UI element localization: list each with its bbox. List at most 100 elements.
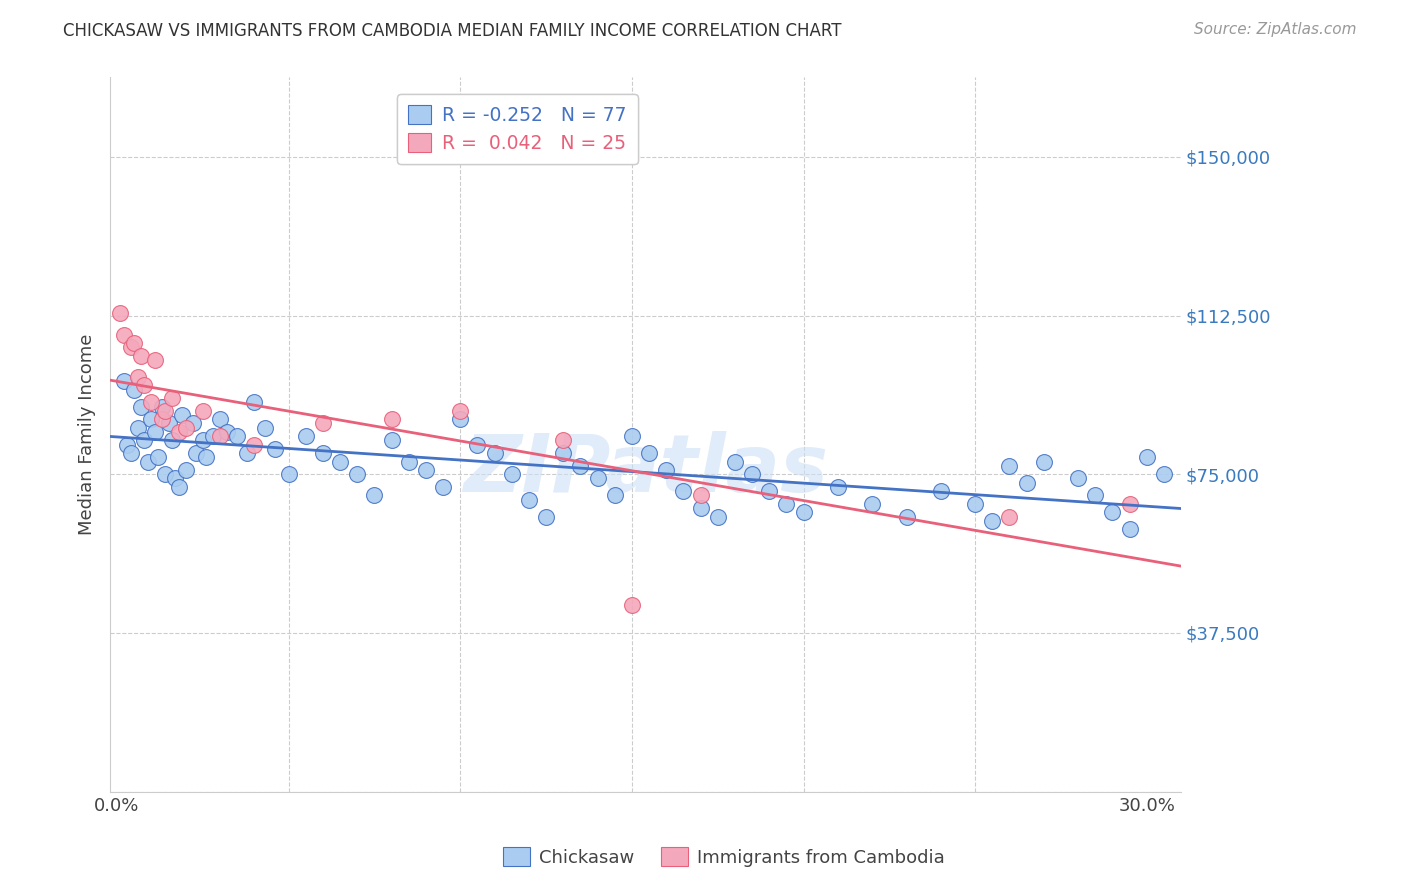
Point <box>226 429 249 443</box>
Point <box>191 434 214 448</box>
Point <box>929 484 952 499</box>
Point <box>741 467 763 482</box>
Point <box>160 391 183 405</box>
Point <box>1118 522 1140 536</box>
Point <box>1015 475 1038 490</box>
Point <box>184 446 207 460</box>
Point <box>208 412 231 426</box>
Point <box>517 492 540 507</box>
Point <box>172 408 194 422</box>
Point <box>117 437 139 451</box>
Point <box>467 437 489 451</box>
Y-axis label: Median Family Income: Median Family Income <box>79 334 96 535</box>
Point <box>1101 505 1123 519</box>
Point <box>215 425 238 439</box>
Point <box>775 497 797 511</box>
Point <box>398 454 420 468</box>
Point <box>724 454 747 468</box>
Point <box>998 509 1021 524</box>
Point <box>689 488 711 502</box>
Point <box>174 420 197 434</box>
Point <box>603 488 626 502</box>
Point <box>195 450 218 465</box>
Point <box>1032 454 1054 468</box>
Point <box>638 446 661 460</box>
Point <box>181 417 204 431</box>
Point <box>112 327 135 342</box>
Point <box>191 403 214 417</box>
Point <box>127 370 149 384</box>
Point <box>208 429 231 443</box>
Point <box>148 450 170 465</box>
Legend: Chickasaw, Immigrants from Cambodia: Chickasaw, Immigrants from Cambodia <box>496 840 952 874</box>
Point <box>295 429 318 443</box>
Point <box>346 467 368 482</box>
Point <box>122 383 145 397</box>
Point <box>236 446 259 460</box>
Point <box>484 446 506 460</box>
Point <box>253 420 276 434</box>
Point <box>120 340 142 354</box>
Point <box>620 599 643 613</box>
Point <box>896 509 918 524</box>
Point <box>501 467 523 482</box>
Point <box>1084 488 1107 502</box>
Point <box>860 497 883 511</box>
Point <box>150 412 173 426</box>
Point <box>415 463 437 477</box>
Point <box>112 374 135 388</box>
Point <box>160 434 183 448</box>
Point <box>167 425 190 439</box>
Point <box>449 412 471 426</box>
Point <box>1067 471 1090 485</box>
Point <box>534 509 557 524</box>
Point <box>312 446 335 460</box>
Point <box>689 501 711 516</box>
Point <box>110 306 132 320</box>
Point <box>129 400 152 414</box>
Point <box>998 458 1021 473</box>
Point <box>706 509 728 524</box>
Point <box>672 484 695 499</box>
Point <box>758 484 780 499</box>
Text: CHICKASAW VS IMMIGRANTS FROM CAMBODIA MEDIAN FAMILY INCOME CORRELATION CHART: CHICKASAW VS IMMIGRANTS FROM CAMBODIA ME… <box>63 22 842 40</box>
Point <box>129 349 152 363</box>
Point <box>143 353 166 368</box>
Point <box>655 463 678 477</box>
Point <box>243 395 266 409</box>
Point <box>141 395 163 409</box>
Text: Source: ZipAtlas.com: Source: ZipAtlas.com <box>1194 22 1357 37</box>
Point <box>167 480 190 494</box>
Point <box>122 336 145 351</box>
Point <box>120 446 142 460</box>
Point <box>157 417 180 431</box>
Point <box>143 425 166 439</box>
Point <box>793 505 815 519</box>
Point <box>553 434 575 448</box>
Point <box>134 434 156 448</box>
Point <box>243 437 266 451</box>
Point <box>165 471 187 485</box>
Point <box>134 378 156 392</box>
Point <box>1136 450 1159 465</box>
Point <box>827 480 849 494</box>
Point <box>202 429 225 443</box>
Point <box>127 420 149 434</box>
Point <box>136 454 159 468</box>
Point <box>432 480 454 494</box>
Point <box>1118 497 1140 511</box>
Text: ZIPatlas: ZIPatlas <box>463 432 828 509</box>
Legend: R = -0.252   N = 77, R =  0.042   N = 25: R = -0.252 N = 77, R = 0.042 N = 25 <box>396 94 637 164</box>
Point <box>381 434 404 448</box>
Point <box>381 412 404 426</box>
Point <box>449 403 471 417</box>
Point <box>620 429 643 443</box>
Point <box>174 463 197 477</box>
Point <box>277 467 299 482</box>
Point <box>586 471 609 485</box>
Point <box>150 400 173 414</box>
Point <box>153 403 176 417</box>
Point <box>1153 467 1175 482</box>
Point <box>965 497 987 511</box>
Point <box>981 514 1004 528</box>
